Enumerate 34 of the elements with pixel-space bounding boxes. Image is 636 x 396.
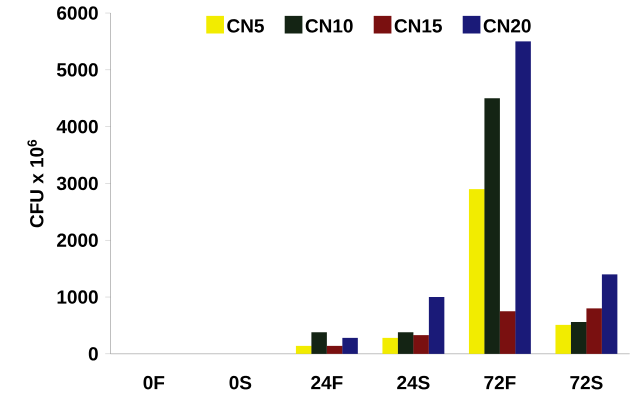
bar bbox=[555, 325, 571, 354]
bar bbox=[500, 311, 516, 354]
legend-label: CN15 bbox=[394, 19, 442, 33]
bar bbox=[326, 346, 342, 354]
x-tick-label: 72S bbox=[570, 376, 603, 390]
bar bbox=[484, 98, 500, 354]
x-tick-label: 72F bbox=[484, 376, 516, 390]
legend-label: CN5 bbox=[227, 19, 264, 33]
x-tick-label: 24F bbox=[311, 376, 343, 390]
bar bbox=[398, 332, 414, 354]
y-tick-label: 1000 bbox=[58, 290, 98, 304]
bar bbox=[382, 338, 398, 354]
bar bbox=[586, 308, 602, 354]
bar bbox=[413, 335, 429, 354]
x-tick-label: 24S bbox=[397, 376, 430, 390]
y-tick-label: 4000 bbox=[56, 120, 98, 134]
bar bbox=[296, 346, 312, 354]
bar bbox=[428, 297, 444, 354]
bar bbox=[570, 322, 586, 354]
y-tick-label: 5000 bbox=[56, 63, 98, 77]
bar bbox=[515, 42, 531, 354]
y-tick-label: 2000 bbox=[57, 234, 98, 248]
y-tick-label: 3000 bbox=[56, 176, 98, 190]
bar bbox=[311, 332, 327, 354]
x-tick-label: 0F bbox=[144, 376, 164, 390]
y-tick-label: 0 bbox=[88, 347, 98, 361]
y-axis-title: CFU x 10$^{6}$ bbox=[27, 140, 44, 228]
legend-label: CN20 bbox=[484, 19, 531, 33]
legend-label: CN10 bbox=[306, 19, 353, 33]
y-tick-label: 6000 bbox=[57, 6, 98, 20]
bar bbox=[468, 189, 484, 354]
x-tick-label: 0S bbox=[230, 376, 252, 390]
bar bbox=[602, 274, 618, 354]
bar bbox=[342, 338, 358, 354]
